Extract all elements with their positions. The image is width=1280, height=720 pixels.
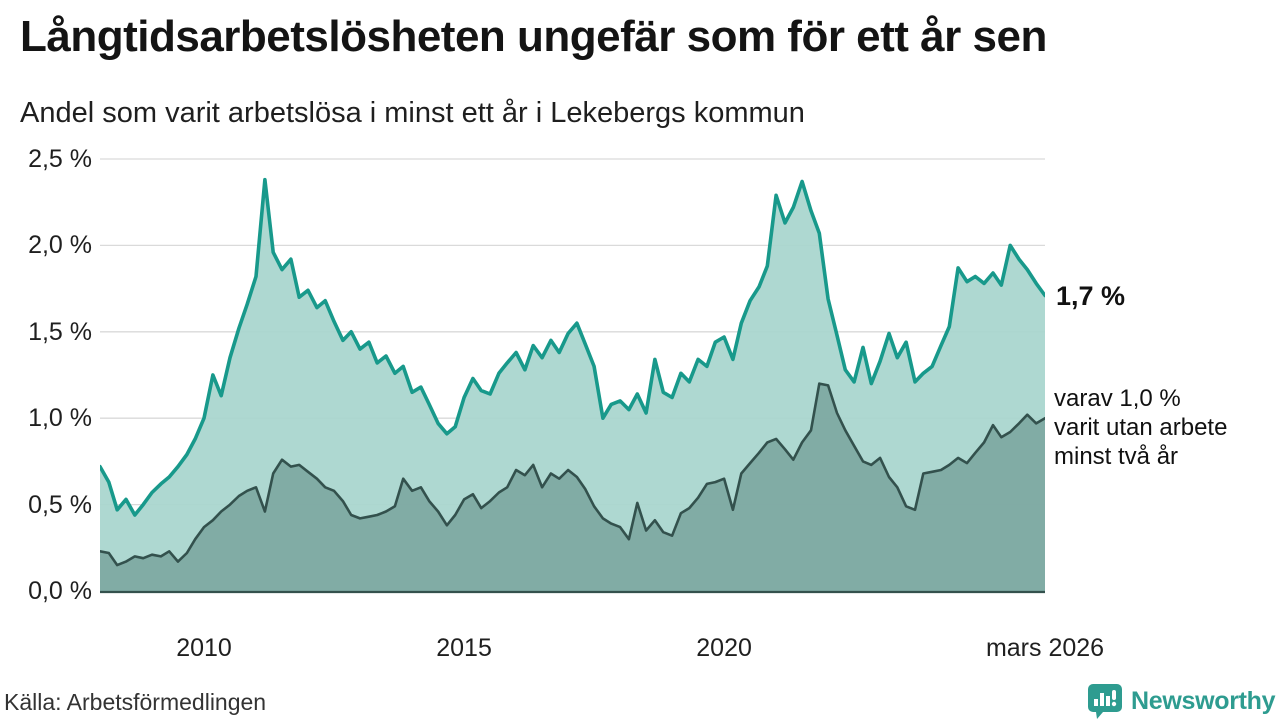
page-title: Långtidsarbetslösheten ungefär som för e… [20, 12, 1047, 61]
latest-value-annotation: 1,7 % [1056, 281, 1126, 311]
total-unemployment-line [100, 177, 1045, 517]
two-year-unemployment-line [100, 382, 1045, 567]
y-tick-label: 2,5 % [28, 145, 92, 173]
newsworthy-logo-text: Newsworthy [1131, 686, 1276, 715]
secondary-annotation-line2: varit utan arbete [1054, 414, 1228, 441]
x-tick-label: 2015 [436, 634, 492, 662]
newsworthy-logo-icon [1088, 684, 1122, 719]
y-tick-label: 2,0 % [28, 231, 92, 260]
chart-subtitle: Andel som varit arbetslösa i minst ett å… [20, 97, 805, 129]
y-tick-label: 1,5 % [28, 317, 92, 346]
x-tick-label: mars 2026 [985, 634, 1105, 662]
secondary-annotation-line1: varav 1,0 % [1054, 385, 1181, 412]
area-chart-plot [100, 158, 1045, 594]
secondary-annotation-line3: minst två år [1054, 443, 1179, 470]
y-tick-label: 0,0 % [28, 577, 92, 605]
y-tick-label: 0,5 % [28, 490, 92, 519]
secondary-annotation: varav 1,0 % varit utan arbete minst två … [1054, 384, 1227, 471]
x-tick-label: 2020 [696, 634, 752, 662]
source-attribution: Källa: Arbetsförmedlingen [4, 689, 267, 715]
x-tick-label: 2010 [176, 634, 232, 662]
y-tick-label: 1,0 % [28, 404, 92, 433]
newsworthy-logo[interactable]: Newsworthy [1086, 682, 1276, 720]
